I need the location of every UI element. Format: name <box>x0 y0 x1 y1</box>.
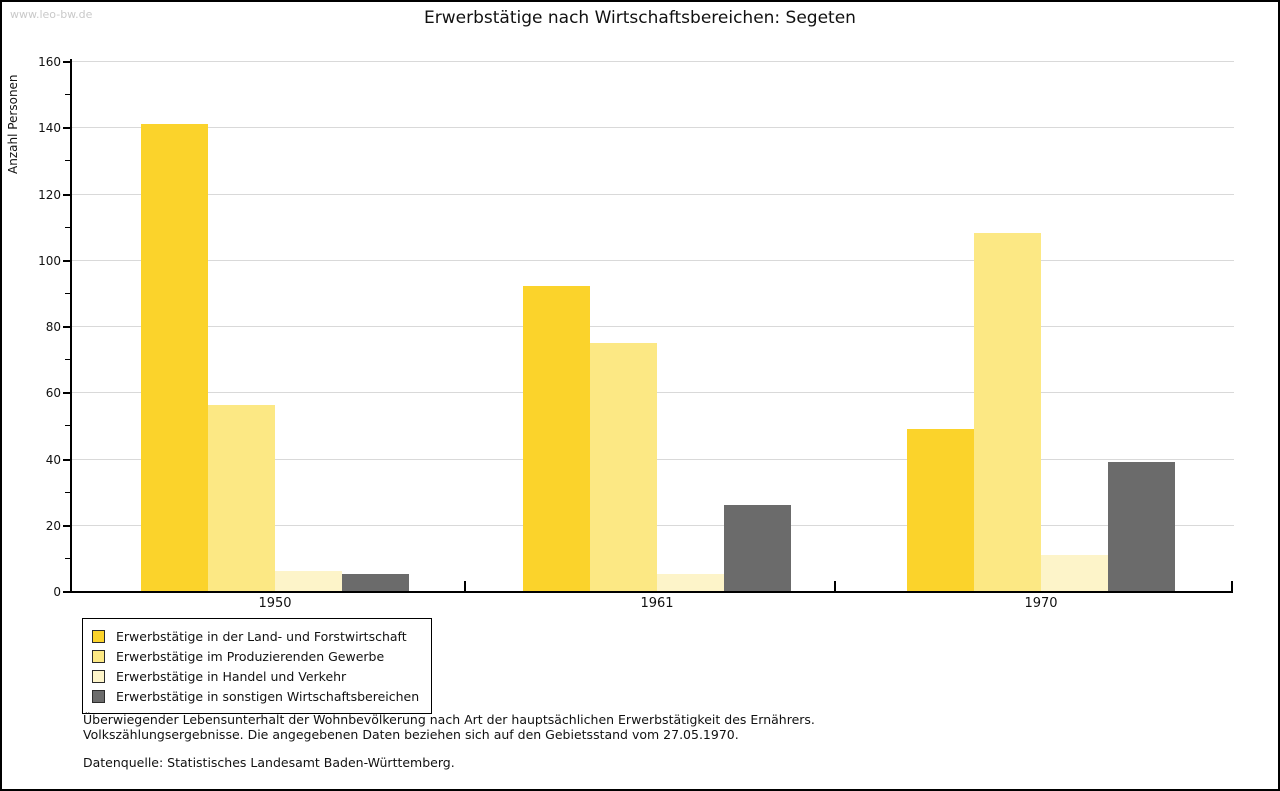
y-tick-100 <box>63 260 70 262</box>
x-axis-line <box>70 591 1233 593</box>
legend-swatch-icon <box>92 669 105 683</box>
x-tick-1 <box>464 581 466 591</box>
y-tick-label-100: 100 <box>38 254 61 268</box>
y-tick-20 <box>63 525 70 527</box>
category-label-1961: 1961 <box>640 596 674 611</box>
category-label-1970: 1970 <box>1024 596 1058 611</box>
legend-item-4: Erwerbstätige in sonstigen Wirtschaftsbe… <box>92 686 419 706</box>
y-minor-tick-90 <box>65 293 70 294</box>
footnote-line-1: Überwiegender Lebensunterhalt der Wohnbe… <box>83 712 815 727</box>
y-tick-label-20: 20 <box>45 519 61 533</box>
bar-series2-1970 <box>974 233 1041 591</box>
bar-series4-1970 <box>1108 462 1175 591</box>
bar-series1-1961 <box>523 286 590 591</box>
bar-series1-1970 <box>907 429 974 591</box>
legend-item-1: Erwerbstätige in der Land- und Forstwirt… <box>92 626 419 646</box>
y-tick-60 <box>63 392 70 394</box>
legend-swatch-icon <box>92 689 105 703</box>
x-tick-2 <box>834 581 836 591</box>
gridline-120 <box>70 194 1234 195</box>
gridline-140 <box>70 127 1234 128</box>
y-tick-0 <box>63 591 70 593</box>
y-tick-label-60: 60 <box>45 386 61 400</box>
legend-label: Erwerbstätige im Produzierenden Gewerbe <box>116 648 385 664</box>
bar-series4-1950 <box>342 574 409 591</box>
legend-label: Erwerbstätige in der Land- und Forstwirt… <box>116 628 407 644</box>
footnotes: Überwiegender Lebensunterhalt der Wohnbe… <box>83 712 815 770</box>
y-minor-tick-130 <box>65 160 70 161</box>
y-tick-160 <box>63 61 70 63</box>
x-tick-3 <box>1231 581 1233 591</box>
y-tick-label-0: 0 <box>53 585 61 599</box>
legend-swatch-icon <box>92 629 105 643</box>
bar-series1-1950 <box>141 124 208 591</box>
y-tick-label-80: 80 <box>45 320 61 334</box>
y-tick-label-40: 40 <box>45 453 61 467</box>
y-tick-120 <box>63 194 70 196</box>
y-minor-tick-30 <box>65 492 70 493</box>
y-minor-tick-10 <box>65 558 70 559</box>
legend-item-3: Erwerbstätige in Handel und Verkehr <box>92 666 419 686</box>
legend-item-2: Erwerbstätige im Produzierenden Gewerbe <box>92 646 419 666</box>
y-tick-80 <box>63 326 70 328</box>
gridline-160 <box>70 61 1234 62</box>
bar-series3-1970 <box>1041 555 1108 591</box>
bar-series3-1961 <box>657 574 724 591</box>
legend-label: Erwerbstätige in sonstigen Wirtschaftsbe… <box>116 688 420 704</box>
y-minor-tick-110 <box>65 227 70 228</box>
category-label-1950: 1950 <box>258 596 292 611</box>
y-minor-tick-150 <box>65 94 70 95</box>
legend-label: Erwerbstätige in Handel und Verkehr <box>116 668 347 684</box>
legend: Erwerbstätige in der Land- und Forstwirt… <box>82 618 433 714</box>
y-tick-140 <box>63 127 70 129</box>
chart-title: Erwerbstätige nach Wirtschaftsbereichen:… <box>424 8 856 28</box>
y-tick-label-120: 120 <box>38 188 61 202</box>
y-axis-line <box>70 59 72 592</box>
gridline-80 <box>70 326 1234 327</box>
bar-series3-1950 <box>275 571 342 591</box>
y-tick-label-140: 140 <box>38 121 61 135</box>
bar-series2-1950 <box>208 405 275 591</box>
watermark: www.leo-bw.de <box>10 8 93 21</box>
bar-series4-1961 <box>724 505 791 591</box>
data-source: Datenquelle: Statistisches Landesamt Bad… <box>83 755 455 770</box>
y-minor-tick-70 <box>65 359 70 360</box>
bar-series2-1961 <box>590 343 657 591</box>
footnote-line-2: Volkszählungsergebnisse. Die angegebenen… <box>83 727 739 742</box>
y-tick-label-160: 160 <box>38 55 61 69</box>
y-minor-tick-50 <box>65 425 70 426</box>
legend-swatch-icon <box>92 649 105 663</box>
gridline-100 <box>70 260 1234 261</box>
y-tick-40 <box>63 459 70 461</box>
